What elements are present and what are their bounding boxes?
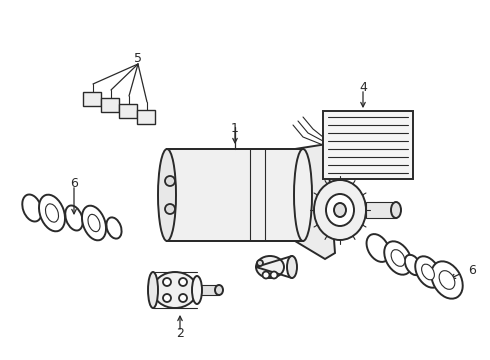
Bar	[119, 104, 137, 118]
Ellipse shape	[158, 149, 176, 241]
Ellipse shape	[215, 285, 223, 295]
Circle shape	[163, 278, 171, 286]
Ellipse shape	[391, 202, 401, 218]
Circle shape	[179, 278, 187, 286]
Ellipse shape	[46, 204, 58, 222]
Bar	[137, 110, 155, 124]
Ellipse shape	[22, 194, 42, 221]
Circle shape	[270, 271, 277, 279]
Bar	[366, 202, 396, 218]
Ellipse shape	[439, 271, 455, 289]
Circle shape	[263, 271, 270, 279]
Ellipse shape	[192, 276, 202, 304]
Text: 6: 6	[70, 177, 78, 190]
Circle shape	[165, 176, 175, 186]
Bar	[167, 149, 303, 241]
Ellipse shape	[88, 214, 100, 232]
Polygon shape	[295, 144, 335, 259]
Text: 4: 4	[359, 81, 367, 94]
Ellipse shape	[415, 256, 441, 288]
Text: 6: 6	[468, 264, 476, 276]
Ellipse shape	[153, 272, 197, 308]
Ellipse shape	[334, 203, 346, 217]
Ellipse shape	[82, 206, 106, 240]
Bar	[101, 98, 119, 112]
Ellipse shape	[256, 256, 284, 278]
Circle shape	[257, 260, 263, 266]
Ellipse shape	[421, 264, 434, 280]
Ellipse shape	[294, 149, 312, 241]
Ellipse shape	[367, 234, 390, 262]
Ellipse shape	[39, 195, 65, 231]
Text: 5: 5	[134, 52, 142, 65]
Ellipse shape	[431, 261, 463, 299]
Ellipse shape	[384, 241, 412, 275]
Ellipse shape	[287, 256, 297, 278]
Bar	[83, 92, 101, 106]
Ellipse shape	[405, 255, 421, 275]
Circle shape	[163, 294, 171, 302]
Ellipse shape	[314, 180, 366, 240]
Bar	[197, 285, 219, 295]
Ellipse shape	[106, 217, 122, 239]
Ellipse shape	[326, 194, 354, 226]
Ellipse shape	[391, 249, 405, 266]
Bar	[323, 111, 413, 179]
Circle shape	[165, 204, 175, 214]
Text: 1: 1	[231, 122, 239, 135]
Ellipse shape	[148, 272, 158, 308]
Ellipse shape	[65, 206, 83, 230]
Text: 3: 3	[336, 150, 344, 163]
Circle shape	[179, 294, 187, 302]
Text: 2: 2	[176, 327, 184, 340]
